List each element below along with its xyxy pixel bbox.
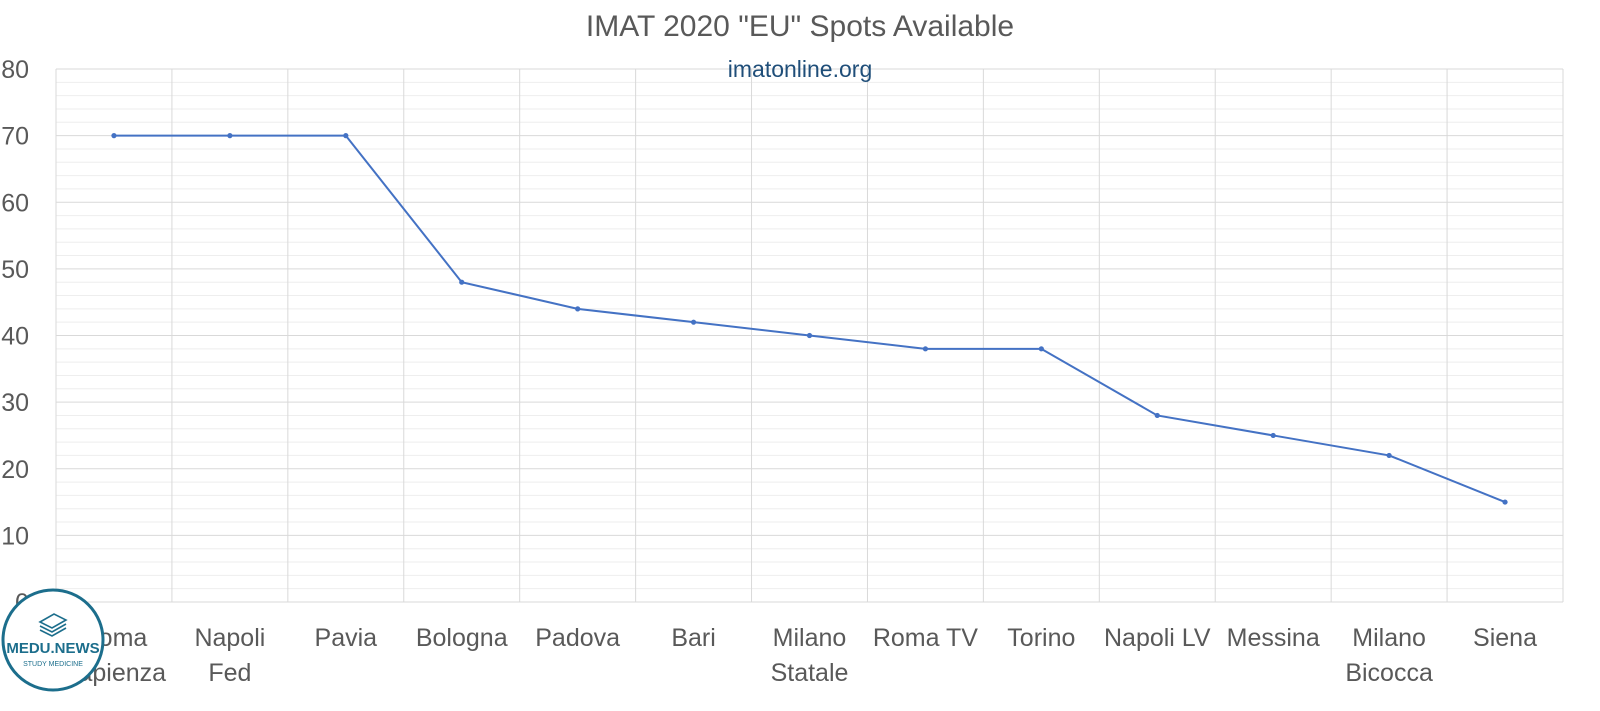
chart-title: IMAT 2020 "EU" Spots Available	[586, 10, 1014, 43]
x-tick-label-line: Roma TV	[873, 624, 978, 652]
y-tick-label: 20	[1, 456, 29, 484]
x-tick-label-line: Siena	[1473, 624, 1537, 652]
x-tick-label: Napoli Fed	[194, 624, 265, 687]
x-tick-label-line: Bari	[671, 624, 715, 652]
y-tick-label: 50	[1, 256, 29, 284]
x-tick-label: Napoli LV	[1104, 624, 1211, 652]
data-point	[227, 133, 233, 139]
x-tick-label-line: Statale	[771, 659, 849, 687]
data-point	[806, 332, 813, 339]
axes: 01020304050607080RomaSapienzaNapoliFedPa…	[1, 56, 1537, 687]
x-tick-label: Messina	[1227, 624, 1320, 652]
data-point	[1154, 412, 1160, 419]
logo-circle	[1, 588, 105, 692]
medu-news-logo[interactable]: MEDU.NEWS STUDY MEDICINE	[1, 588, 105, 692]
y-tick-label: 70	[1, 123, 29, 151]
x-tick-label: Bari	[671, 624, 715, 652]
book-icon	[38, 613, 68, 637]
y-tick-label: 40	[1, 323, 29, 351]
x-tick-label: Milano Statale	[771, 624, 849, 687]
x-tick-label: Torino	[1007, 624, 1075, 652]
data-point	[690, 319, 697, 325]
x-tick-label-line: Bicocca	[1345, 659, 1433, 687]
gridlines	[55, 68, 1564, 603]
x-tick-label-line: Napoli LV	[1104, 624, 1211, 652]
y-tick-label: 80	[1, 56, 29, 84]
y-tick-label: 60	[1, 189, 29, 217]
data-point	[1502, 499, 1508, 505]
x-tick-label-line: Milano	[773, 624, 847, 652]
x-tick-label-line: Milano	[1352, 624, 1426, 652]
series-layer	[111, 133, 1508, 505]
x-tick-label: Roma TV	[873, 624, 978, 652]
x-tick-label: Milano Bicocca	[1345, 624, 1433, 687]
x-tick-label-line: Fed	[208, 659, 251, 687]
x-tick-label-line: Bologna	[416, 624, 508, 652]
data-point	[575, 306, 581, 312]
data-point	[343, 133, 349, 139]
data-point	[1386, 452, 1392, 459]
x-tick-label: Pavia	[315, 624, 378, 652]
data-point	[459, 279, 465, 285]
x-tick-label: Siena	[1473, 624, 1537, 652]
data-point	[922, 346, 929, 352]
x-tick-label-line: Messina	[1227, 624, 1320, 652]
x-tick-label-line: Torino	[1007, 624, 1075, 652]
logo-tagline: STUDY MEDICINE	[23, 661, 83, 668]
series-line	[113, 134, 1506, 503]
x-tick-label-line: Pavia	[315, 624, 378, 652]
x-tick-label: Padova	[535, 624, 620, 652]
data-point	[111, 133, 117, 139]
logo-name: MEDU.NEWS	[6, 640, 99, 657]
y-tick-label: 30	[1, 389, 29, 417]
x-tick-label-line: Napoli	[194, 624, 265, 652]
y-tick-label: 10	[1, 522, 29, 550]
x-tick-label-line: Padova	[535, 624, 620, 652]
x-tick-label: Bologna	[416, 624, 508, 652]
chart-subtitle: imatonline.org	[728, 56, 872, 82]
data-point	[1038, 346, 1044, 352]
data-point	[1270, 432, 1276, 439]
